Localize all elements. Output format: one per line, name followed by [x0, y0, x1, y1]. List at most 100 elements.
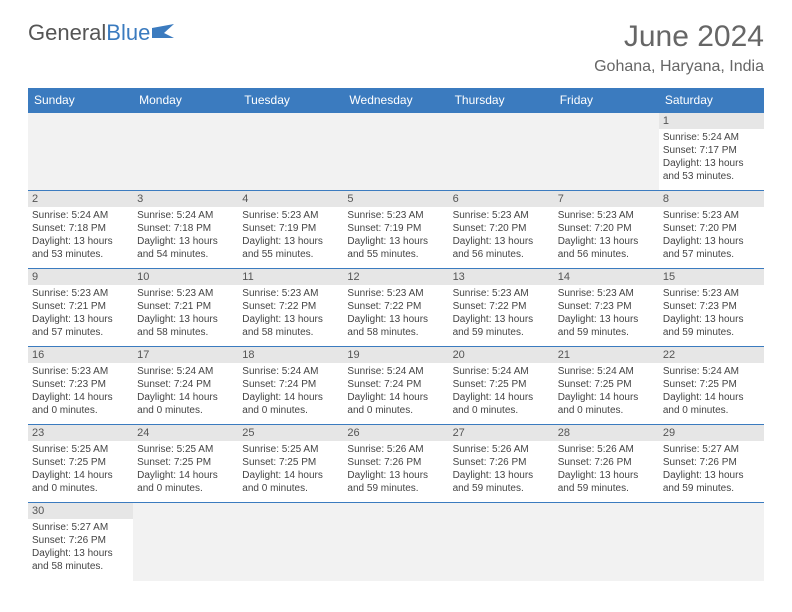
- sunrise-text: Sunrise: 5:23 AM: [32, 287, 129, 300]
- sunset-text: Sunset: 7:26 PM: [32, 534, 129, 547]
- calendar-row: 23Sunrise: 5:25 AMSunset: 7:25 PMDayligh…: [28, 425, 764, 503]
- day-cell: 6Sunrise: 5:23 AMSunset: 7:20 PMDaylight…: [449, 191, 554, 269]
- day-details: Sunrise: 5:24 AMSunset: 7:24 PMDaylight:…: [133, 363, 238, 419]
- daylight-text: Daylight: 13 hours and 53 minutes.: [32, 235, 129, 261]
- day-cell: 22Sunrise: 5:24 AMSunset: 7:25 PMDayligh…: [659, 347, 764, 425]
- day-cell: 29Sunrise: 5:27 AMSunset: 7:26 PMDayligh…: [659, 425, 764, 503]
- daylight-text: Daylight: 14 hours and 0 minutes.: [137, 391, 234, 417]
- sunset-text: Sunset: 7:25 PM: [663, 378, 760, 391]
- day-number: 2: [28, 191, 133, 207]
- daylight-text: Daylight: 13 hours and 59 minutes.: [663, 469, 760, 495]
- day-number: 16: [28, 347, 133, 363]
- day-number: 29: [659, 425, 764, 441]
- sunrise-text: Sunrise: 5:26 AM: [558, 443, 655, 456]
- logo-text-2: Blue: [106, 20, 150, 46]
- daylight-text: Daylight: 13 hours and 58 minutes.: [32, 547, 129, 573]
- day-cell: 8Sunrise: 5:23 AMSunset: 7:20 PMDaylight…: [659, 191, 764, 269]
- sunrise-text: Sunrise: 5:27 AM: [663, 443, 760, 456]
- day-details: Sunrise: 5:23 AMSunset: 7:21 PMDaylight:…: [28, 285, 133, 341]
- day-number: 27: [449, 425, 554, 441]
- page-header: GeneralBlue June 2024 Gohana, Haryana, I…: [28, 20, 764, 76]
- sunset-text: Sunset: 7:25 PM: [137, 456, 234, 469]
- day-number: 14: [554, 269, 659, 285]
- day-details: Sunrise: 5:26 AMSunset: 7:26 PMDaylight:…: [554, 441, 659, 497]
- day-cell: 5Sunrise: 5:23 AMSunset: 7:19 PMDaylight…: [343, 191, 448, 269]
- daylight-text: Daylight: 13 hours and 56 minutes.: [558, 235, 655, 261]
- sunset-text: Sunset: 7:21 PM: [137, 300, 234, 313]
- calendar-body: 1Sunrise: 5:24 AMSunset: 7:17 PMDaylight…: [28, 113, 764, 581]
- empty-cell: [554, 503, 659, 581]
- daylight-text: Daylight: 13 hours and 58 minutes.: [347, 313, 444, 339]
- sunrise-text: Sunrise: 5:23 AM: [453, 287, 550, 300]
- sunset-text: Sunset: 7:19 PM: [242, 222, 339, 235]
- daylight-text: Daylight: 13 hours and 59 minutes.: [453, 469, 550, 495]
- sunrise-text: Sunrise: 5:24 AM: [347, 365, 444, 378]
- day-number: 9: [28, 269, 133, 285]
- empty-cell: [659, 503, 764, 581]
- location-subtitle: Gohana, Haryana, India: [594, 58, 764, 76]
- sunset-text: Sunset: 7:17 PM: [663, 144, 760, 157]
- sunset-text: Sunset: 7:19 PM: [347, 222, 444, 235]
- day-details: Sunrise: 5:26 AMSunset: 7:26 PMDaylight:…: [343, 441, 448, 497]
- sunset-text: Sunset: 7:25 PM: [453, 378, 550, 391]
- sunset-text: Sunset: 7:25 PM: [242, 456, 339, 469]
- sunrise-text: Sunrise: 5:23 AM: [663, 209, 760, 222]
- sunrise-text: Sunrise: 5:25 AM: [242, 443, 339, 456]
- daylight-text: Daylight: 13 hours and 58 minutes.: [242, 313, 339, 339]
- weekday-header: Tuesday: [238, 88, 343, 113]
- daylight-text: Daylight: 13 hours and 57 minutes.: [663, 235, 760, 261]
- day-number: 1: [659, 113, 764, 129]
- weekday-header-row: Sunday Monday Tuesday Wednesday Thursday…: [28, 88, 764, 113]
- day-number: 25: [238, 425, 343, 441]
- day-number: 8: [659, 191, 764, 207]
- day-details: Sunrise: 5:24 AMSunset: 7:17 PMDaylight:…: [659, 129, 764, 185]
- day-number: 19: [343, 347, 448, 363]
- day-cell: 27Sunrise: 5:26 AMSunset: 7:26 PMDayligh…: [449, 425, 554, 503]
- daylight-text: Daylight: 13 hours and 59 minutes.: [558, 469, 655, 495]
- sunset-text: Sunset: 7:26 PM: [347, 456, 444, 469]
- weekday-header: Wednesday: [343, 88, 448, 113]
- sunset-text: Sunset: 7:20 PM: [558, 222, 655, 235]
- sunset-text: Sunset: 7:23 PM: [663, 300, 760, 313]
- sunrise-text: Sunrise: 5:24 AM: [663, 365, 760, 378]
- sunset-text: Sunset: 7:20 PM: [453, 222, 550, 235]
- daylight-text: Daylight: 13 hours and 54 minutes.: [137, 235, 234, 261]
- day-cell: 28Sunrise: 5:26 AMSunset: 7:26 PMDayligh…: [554, 425, 659, 503]
- logo-text-1: General: [28, 20, 106, 46]
- sunrise-text: Sunrise: 5:23 AM: [347, 209, 444, 222]
- daylight-text: Daylight: 13 hours and 59 minutes.: [453, 313, 550, 339]
- weekday-header: Monday: [133, 88, 238, 113]
- day-cell: 20Sunrise: 5:24 AMSunset: 7:25 PMDayligh…: [449, 347, 554, 425]
- day-number: 20: [449, 347, 554, 363]
- sunrise-text: Sunrise: 5:24 AM: [453, 365, 550, 378]
- day-details: Sunrise: 5:24 AMSunset: 7:25 PMDaylight:…: [449, 363, 554, 419]
- day-details: Sunrise: 5:23 AMSunset: 7:19 PMDaylight:…: [343, 207, 448, 263]
- sunrise-text: Sunrise: 5:23 AM: [242, 209, 339, 222]
- day-details: Sunrise: 5:25 AMSunset: 7:25 PMDaylight:…: [28, 441, 133, 497]
- calendar-row: 30Sunrise: 5:27 AMSunset: 7:26 PMDayligh…: [28, 503, 764, 581]
- weekday-header: Thursday: [449, 88, 554, 113]
- sunset-text: Sunset: 7:25 PM: [558, 378, 655, 391]
- day-details: Sunrise: 5:23 AMSunset: 7:19 PMDaylight:…: [238, 207, 343, 263]
- day-number: 17: [133, 347, 238, 363]
- day-cell: 21Sunrise: 5:24 AMSunset: 7:25 PMDayligh…: [554, 347, 659, 425]
- month-title: June 2024: [594, 20, 764, 54]
- day-cell: 2Sunrise: 5:24 AMSunset: 7:18 PMDaylight…: [28, 191, 133, 269]
- sunrise-text: Sunrise: 5:24 AM: [663, 131, 760, 144]
- day-cell: 26Sunrise: 5:26 AMSunset: 7:26 PMDayligh…: [343, 425, 448, 503]
- day-number: 10: [133, 269, 238, 285]
- day-cell: 17Sunrise: 5:24 AMSunset: 7:24 PMDayligh…: [133, 347, 238, 425]
- day-cell: 19Sunrise: 5:24 AMSunset: 7:24 PMDayligh…: [343, 347, 448, 425]
- sunset-text: Sunset: 7:24 PM: [242, 378, 339, 391]
- day-cell: 15Sunrise: 5:23 AMSunset: 7:23 PMDayligh…: [659, 269, 764, 347]
- sunset-text: Sunset: 7:22 PM: [453, 300, 550, 313]
- empty-cell: [238, 503, 343, 581]
- sunrise-text: Sunrise: 5:23 AM: [663, 287, 760, 300]
- day-details: Sunrise: 5:24 AMSunset: 7:24 PMDaylight:…: [238, 363, 343, 419]
- day-details: Sunrise: 5:27 AMSunset: 7:26 PMDaylight:…: [28, 519, 133, 575]
- day-number: 26: [343, 425, 448, 441]
- day-number: 22: [659, 347, 764, 363]
- day-number: 12: [343, 269, 448, 285]
- day-cell: 9Sunrise: 5:23 AMSunset: 7:21 PMDaylight…: [28, 269, 133, 347]
- day-details: Sunrise: 5:23 AMSunset: 7:22 PMDaylight:…: [238, 285, 343, 341]
